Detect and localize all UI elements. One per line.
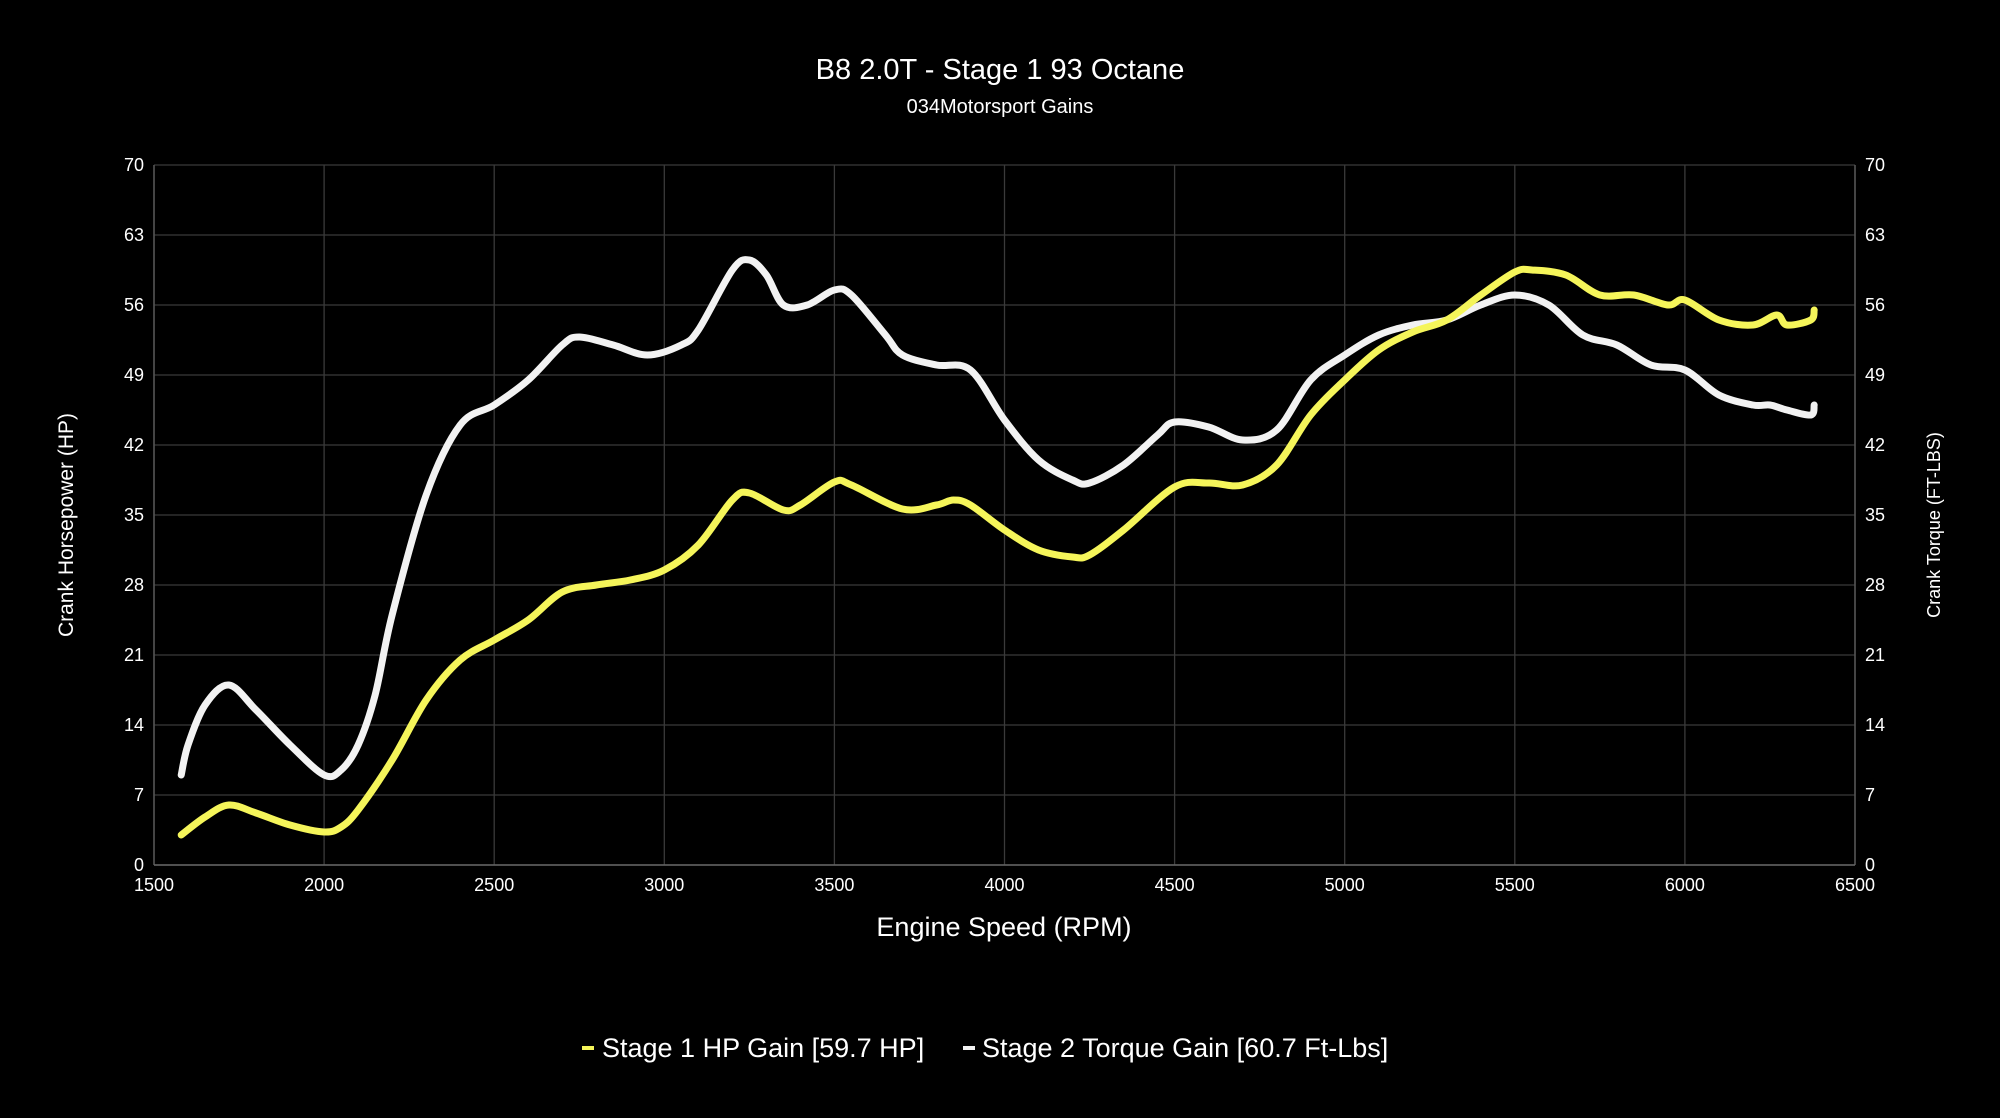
y-tick-label-right: 49	[1865, 365, 1885, 385]
x-tick-label: 1500	[134, 875, 174, 895]
y-tick-label-right: 70	[1865, 155, 1885, 175]
y-tick-label-left: 35	[124, 505, 144, 525]
tick-labels: 1500 2000 2500 3000 3500 4000 4500 5000 5500 6000…	[124, 155, 1885, 895]
y-tick-label-left: 63	[124, 225, 144, 245]
y-tick-label-left: 21	[124, 645, 144, 665]
x-tick-label: 2500	[474, 875, 514, 895]
y-tick-label-right: 14	[1865, 715, 1885, 735]
legend-label-torque: Stage 2 Torque Gain [60.7 Ft-Lbs]	[982, 1033, 1388, 1063]
legend-swatch-torque	[963, 1046, 975, 1050]
y-tick-label-right: 0	[1865, 855, 1875, 875]
series-line-torque	[177, 256, 1818, 781]
x-tick-label: 4000	[984, 875, 1024, 895]
y-tick-label-right: 35	[1865, 505, 1885, 525]
y-tick-label-left: 56	[124, 295, 144, 315]
chart-title: B8 2.0T - Stage 1 93 Octane	[816, 54, 1185, 86]
x-tick-label: 3500	[814, 875, 854, 895]
x-tick-label: 5500	[1495, 875, 1535, 895]
chart-subtitle: 034Motorsport Gains	[907, 96, 1094, 118]
x-tick-label: 2000	[304, 875, 344, 895]
x-tick-label: 6000	[1665, 875, 1705, 895]
y-tick-label-left: 0	[134, 855, 144, 875]
y-tick-label-right: 42	[1865, 435, 1885, 455]
legend-swatch-hp	[582, 1046, 594, 1050]
grid	[153, 164, 1856, 866]
y-tick-label-left: 70	[124, 155, 144, 175]
y-tick-label-left: 28	[124, 575, 144, 595]
x-tick-label: 4500	[1155, 875, 1195, 895]
legend-label-hp: Stage 1 HP Gain [59.7 HP]	[602, 1033, 924, 1063]
y-tick-label-right: 56	[1865, 295, 1885, 315]
legend: Stage 1 HP Gain [59.7 HP] Stage 2 Torque…	[582, 1033, 1388, 1063]
y-tick-label-right: 21	[1865, 645, 1885, 665]
x-tick-label: 3000	[644, 875, 684, 895]
y-tick-label-right: 28	[1865, 575, 1885, 595]
y-tick-label-right: 63	[1865, 225, 1885, 245]
x-tick-label: 5000	[1325, 875, 1365, 895]
y-tick-label-right: 7	[1865, 785, 1875, 805]
y-tick-label-left: 42	[124, 435, 144, 455]
y-axis-label-left: Crank Horsepower (HP)	[55, 413, 78, 637]
series-line-hp	[177, 265, 1818, 839]
y-tick-label-left: 49	[124, 365, 144, 385]
x-tick-label: 6500	[1835, 875, 1875, 895]
y-axis-label-right: Crank Torque (FT-LBS)	[1924, 432, 1944, 618]
series-lines	[177, 256, 1818, 839]
y-tick-label-left: 14	[124, 715, 144, 735]
x-axis-label: Engine Speed (RPM)	[876, 912, 1131, 942]
y-tick-label-left: 7	[134, 785, 144, 805]
